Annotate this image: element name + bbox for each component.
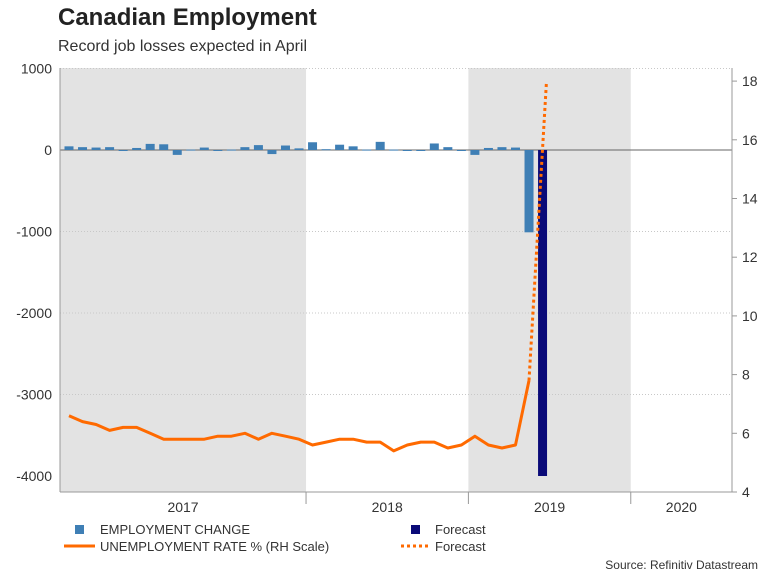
right-tick-label: 6 <box>742 425 750 441</box>
left-tick-label: -3000 <box>16 387 52 403</box>
employment-bar <box>159 144 169 150</box>
employment-bar <box>91 147 101 150</box>
employment-bar <box>213 150 223 151</box>
legend-unemployment-label: UNEMPLOYMENT RATE % (RH Scale) <box>100 539 329 554</box>
employment-bar <box>429 143 439 150</box>
legend-forecast-line-label: Forecast <box>435 539 486 554</box>
legend-employment-swatch <box>75 525 84 534</box>
shade-2017 <box>60 68 307 492</box>
employment-bar <box>308 142 318 150</box>
employment-bar <box>132 147 142 150</box>
employment-bar <box>335 144 345 150</box>
right-tick-label: 16 <box>742 132 758 148</box>
x-year-label: 2019 <box>534 499 565 515</box>
employment-bar <box>389 149 399 151</box>
right-tick-label: 14 <box>742 191 758 207</box>
employment-bar <box>524 150 534 233</box>
employment-bar <box>118 150 128 151</box>
employment-bar <box>348 146 358 150</box>
right-tick-label: 8 <box>742 367 750 383</box>
shade-2019 <box>468 68 631 492</box>
employment-bar <box>78 147 88 150</box>
forecast-bar <box>538 150 548 476</box>
x-year-label: 2020 <box>666 499 697 515</box>
employment-bar <box>402 150 412 151</box>
employment-bar <box>199 147 209 150</box>
employment-bar <box>267 150 277 155</box>
employment-bar <box>416 150 426 151</box>
employment-bar <box>510 147 520 150</box>
employment-bar <box>443 147 453 150</box>
right-tick-label: 12 <box>742 249 758 265</box>
chart-subtitle: Record job losses expected in April <box>58 38 308 55</box>
unemployment-lines <box>68 81 548 453</box>
unemployment-line <box>68 380 531 453</box>
left-tick-label: -4000 <box>16 468 52 484</box>
employment-bar <box>240 147 250 150</box>
left-tick-label: 0 <box>44 142 52 158</box>
employment-bar <box>226 149 236 151</box>
unemployment-forecast-line <box>527 81 548 381</box>
legend-forecast-bar-label: Forecast <box>435 522 486 537</box>
year-shading <box>60 68 631 492</box>
source-note: Source: Refinitiv Datastream <box>605 558 758 572</box>
right-tick-label: 10 <box>742 308 758 324</box>
right-tick-label: 18 <box>742 73 758 89</box>
legend-forecast-bar-swatch <box>411 525 420 534</box>
employment-bar <box>64 146 74 150</box>
employment-bar <box>456 150 466 151</box>
left-tick-label: -1000 <box>16 224 52 240</box>
axes: 1000 0 -1000 -2000 -3000 -4000 18 16 14 12 10 8 6 4 20… <box>16 61 758 516</box>
legend-employment-label: EMPLOYMENT CHANGE <box>100 522 250 537</box>
employment-bar <box>483 147 493 150</box>
employment-bar <box>172 150 182 155</box>
employment-bars <box>64 141 548 476</box>
employment-bar <box>105 147 115 150</box>
employment-bar <box>253 145 263 150</box>
employment-bar <box>362 149 372 151</box>
x-year-label: 2017 <box>167 499 198 515</box>
right-tick-label: 4 <box>742 484 750 500</box>
employment-bar <box>145 143 155 150</box>
employment-bar <box>497 147 507 150</box>
chart-title: Canadian Employment <box>58 4 317 31</box>
employment-bar <box>186 149 196 151</box>
left-tick-label: 1000 <box>21 61 52 77</box>
x-year-label: 2018 <box>372 499 403 515</box>
employment-bar <box>375 141 385 150</box>
employment-bar <box>280 145 290 150</box>
employment-bar <box>321 149 331 151</box>
employment-bar <box>470 150 480 155</box>
left-tick-label: -2000 <box>16 305 52 321</box>
employment-bar <box>294 148 304 150</box>
